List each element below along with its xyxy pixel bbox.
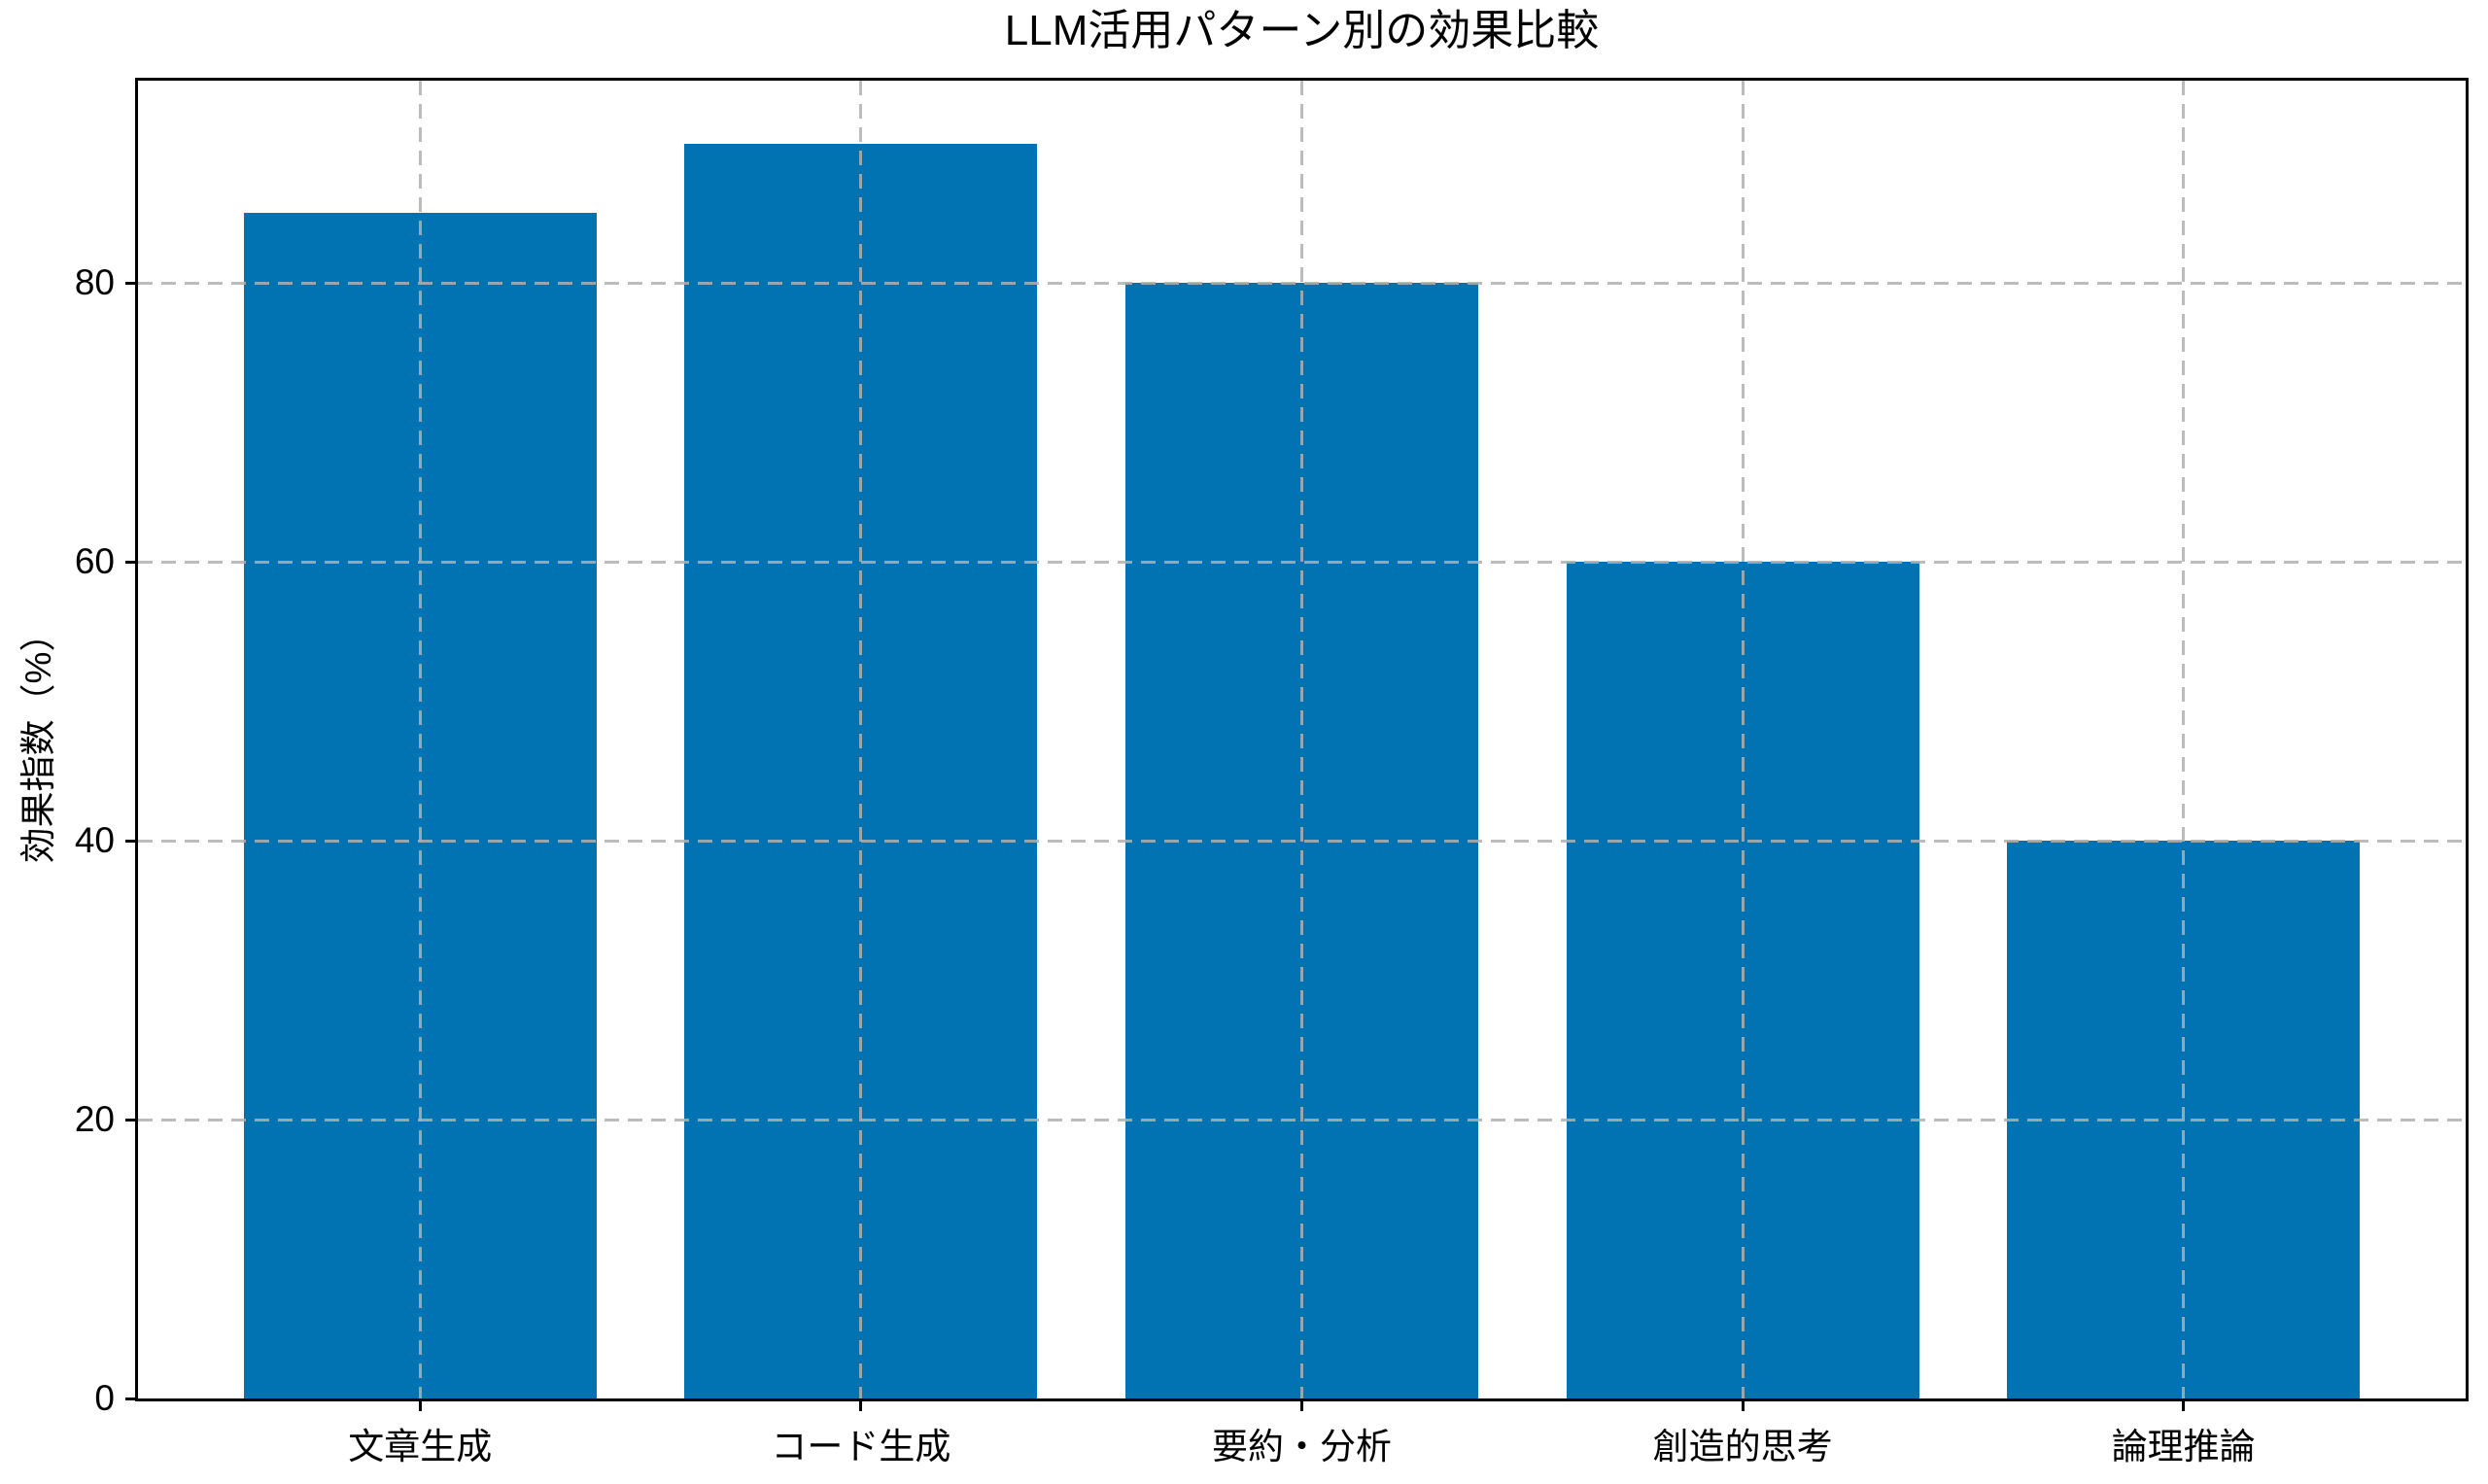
h-gridline [138,1118,2466,1122]
h-gridline [138,560,2466,564]
v-gridline [1300,81,1303,1398]
x-tick-label: 創造的思考 [1652,1427,1833,1467]
x-tick-label: コード生成 [771,1427,951,1467]
y-tick-label: 60 [74,541,115,582]
y-tick-mark [125,1118,138,1122]
y-tick-label: 20 [74,1099,115,1140]
v-gridline [2182,81,2186,1398]
x-tick-label: 要約・分析 [1212,1427,1392,1467]
x-tick-mark [859,1398,863,1411]
chart-title: LLM活用パターン別の効果比較 [1004,7,1600,54]
v-gridline [859,81,863,1398]
v-gridline [418,81,422,1398]
y-tick-label: 80 [74,262,115,303]
x-tick-mark [2182,1398,2186,1411]
x-tick-mark [418,1398,422,1411]
h-gridline [138,839,2466,843]
plot-area [135,78,2469,1401]
y-tick-label: 0 [94,1378,115,1418]
y-tick-label: 40 [74,820,115,861]
y-tick-mark [125,839,138,843]
y-tick-mark [125,1397,138,1400]
y-tick-mark [125,560,138,564]
h-gridline [138,281,2466,285]
x-tick-label: 論理推論 [2111,1427,2256,1467]
x-tick-mark [1300,1398,1303,1411]
x-tick-mark [1741,1398,1745,1411]
v-gridline [1741,81,1745,1398]
x-tick-label: 文章生成 [348,1427,493,1467]
y-tick-mark [125,281,138,285]
